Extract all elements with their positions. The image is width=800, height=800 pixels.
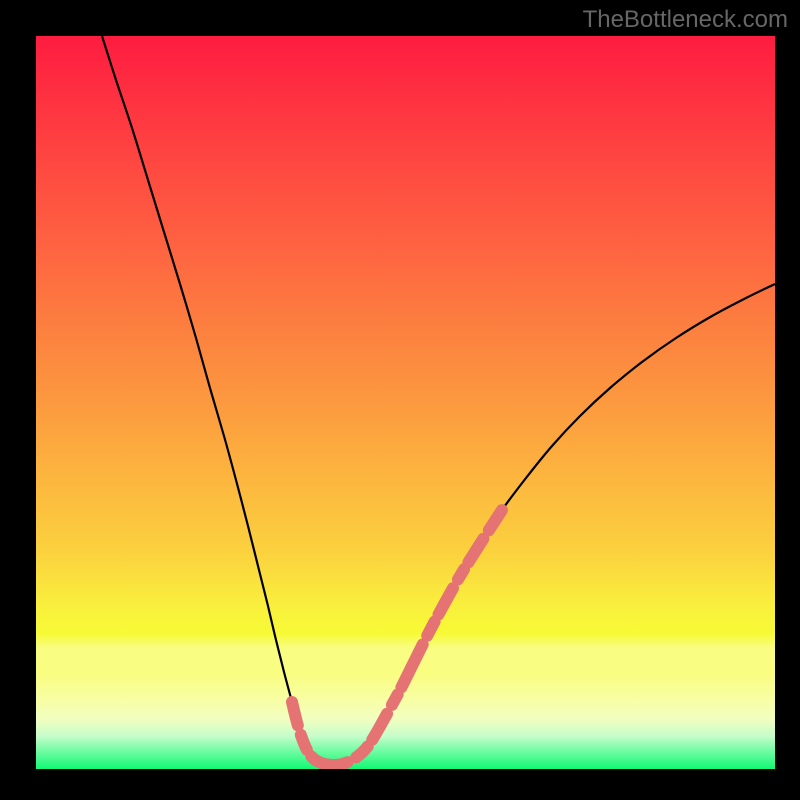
stage: TheBottleneck.com <box>0 0 800 800</box>
chart-svg <box>36 36 775 769</box>
plot-area <box>34 34 777 771</box>
watermark-text: TheBottleneck.com <box>583 6 788 34</box>
gradient-background <box>36 36 775 769</box>
